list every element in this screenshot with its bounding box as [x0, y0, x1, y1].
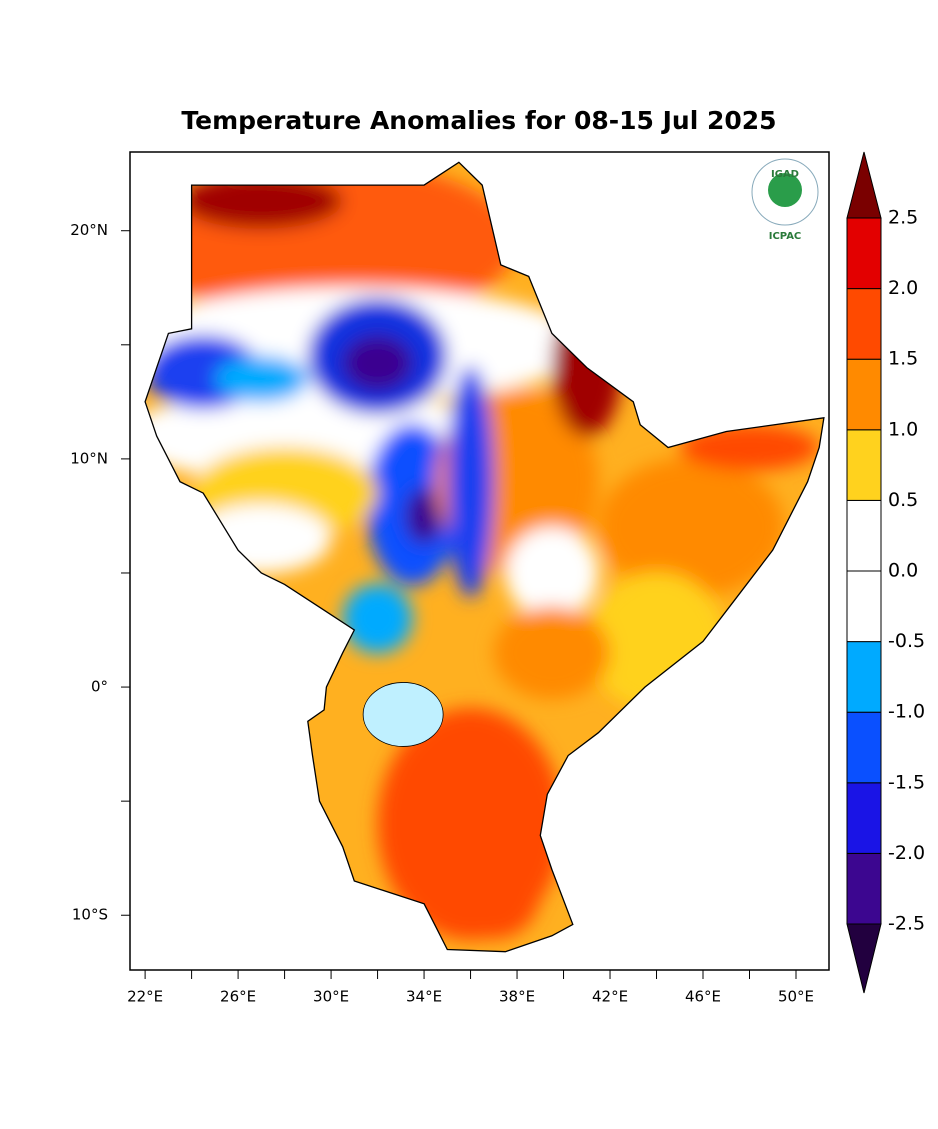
colorbar-label: 0.5 — [888, 489, 918, 511]
field-blobs — [145, 162, 820, 940]
x-tick-label: 26°E — [220, 988, 256, 1006]
x-tick-label: 30°E — [313, 988, 349, 1006]
x-tick-label: 50°E — [778, 988, 814, 1006]
colorbar-label: -2.5 — [888, 913, 925, 935]
colorbar-bin — [846, 499, 882, 572]
colorbar-bin — [846, 358, 882, 431]
field-blob — [679, 424, 820, 471]
axes: 22°E 26°E 30°E 34°E 38°E 42°E 46°E 50°E 20°N 10°N… — [70, 221, 814, 1005]
colorbar-bin — [846, 782, 882, 854]
colorbar-label: 0.0 — [888, 560, 918, 582]
field-blob — [179, 173, 343, 229]
field-blob — [505, 526, 599, 620]
colorbar-label: 2.0 — [888, 277, 918, 299]
lake-victoria — [362, 682, 444, 747]
logo-top: IGAD — [771, 169, 799, 180]
x-tick-label: 34°E — [406, 988, 442, 1006]
colorbar-bin — [846, 711, 882, 784]
region-outline — [144, 161, 825, 953]
field-blob — [447, 846, 541, 939]
colorbar-label: 1.0 — [888, 418, 918, 440]
x-tick-label: 22°E — [127, 988, 163, 1006]
field-blob — [405, 488, 443, 544]
colorbar-bin — [846, 570, 882, 643]
y-tick-label: 10°S — [72, 906, 108, 924]
colorbar-bin — [846, 217, 882, 290]
x-tick-label: 38°E — [499, 988, 535, 1006]
logo-globe — [768, 173, 802, 207]
colorbar-bin — [846, 641, 882, 713]
field-blob — [447, 365, 494, 598]
x-tick-label: 42°E — [592, 988, 628, 1006]
colorbar-bin — [846, 852, 882, 925]
colorbar: -2.5 -2.0 -1.5 -1.0 -0.5 0.0 0.5 1.0 1.5 2.0 2.5 — [846, 151, 925, 994]
colorbar-bin — [846, 288, 882, 360]
field-blob — [493, 606, 611, 700]
field-blob — [598, 457, 785, 597]
y-tick-label: 0° — [91, 678, 108, 696]
colorbar-low — [846, 923, 882, 994]
colorbar-label: -0.5 — [888, 630, 925, 652]
field-blob — [342, 583, 413, 654]
logo-bottom: ICPAC — [769, 231, 802, 242]
field-blob — [342, 335, 413, 391]
map-title: Temperature Anomalies for 08-15 Jul 2025 — [181, 106, 776, 135]
colorbar-label: 2.5 — [888, 207, 918, 229]
field-blob — [214, 355, 308, 403]
colorbar-label: -1.0 — [888, 701, 925, 723]
x-tick-label: 46°E — [685, 988, 721, 1006]
colorbar-label: -1.5 — [888, 771, 925, 793]
colorbar-label: -2.0 — [888, 842, 925, 864]
colorbar-high — [846, 151, 882, 219]
y-tick-label: 10°N — [70, 449, 108, 467]
colorbar-bin — [846, 429, 882, 501]
logo: IGAD ICPAC — [751, 158, 819, 242]
y-tick-label: 20°N — [70, 221, 108, 239]
colorbar-label: 1.5 — [888, 348, 918, 370]
